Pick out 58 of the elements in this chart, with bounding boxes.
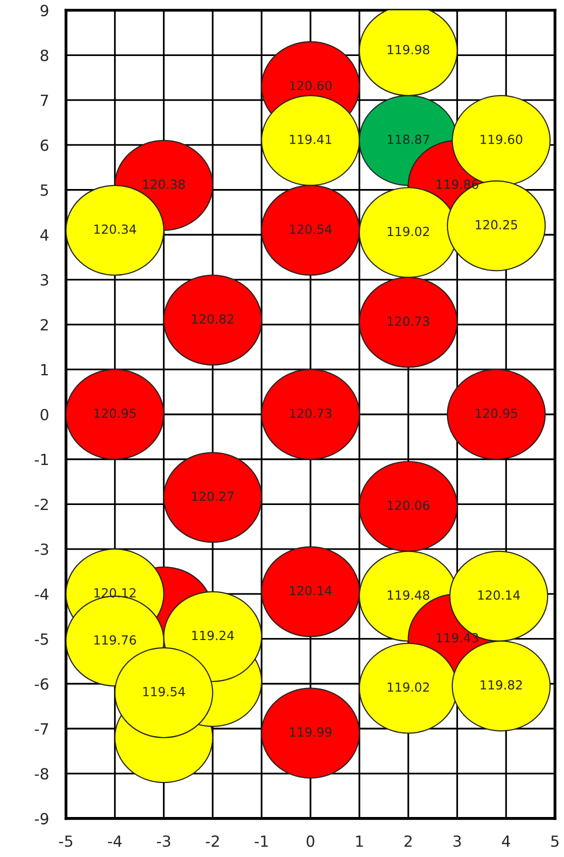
y-tick-label: 2 <box>40 319 48 330</box>
y-tick-label: 0 <box>40 408 48 420</box>
annotation: 119.86 <box>436 180 478 190</box>
y-tick-label: 4 <box>40 229 48 241</box>
y-tick-label: 8 <box>40 50 48 62</box>
annotation: 119.76 <box>94 635 136 645</box>
x-tick-label: -1 <box>254 836 268 847</box>
annotation: 119.99 <box>290 727 332 737</box>
annotation: 120.06 <box>388 500 430 510</box>
y-tick-label: -4 <box>34 588 48 600</box>
y-tick-label: -9 <box>34 812 48 824</box>
x-tick-label: 4 <box>502 836 510 847</box>
y-tick-label: 9 <box>40 4 48 16</box>
y-tick-label: -2 <box>34 498 48 510</box>
y-tick-label: 1 <box>41 364 48 376</box>
annotation: 119.54 <box>143 686 185 696</box>
y-tick-label: -7 <box>34 723 48 734</box>
x-tick-label: -5 <box>59 836 72 847</box>
y-tick-label: -3 <box>34 544 48 556</box>
annotation: 119.24 <box>192 630 234 640</box>
x-tick-label: 3 <box>453 835 461 847</box>
y-tick-label: 7 <box>40 94 48 106</box>
annotation: 119.60 <box>480 134 522 144</box>
annotation: 120.73 <box>388 316 430 326</box>
annotation: 120.25 <box>476 220 518 230</box>
annotation: 120.95 <box>476 408 518 418</box>
x-tick-label: -4 <box>108 836 122 847</box>
annotation: 120.95 <box>94 408 136 418</box>
annotation: 119.02 <box>388 226 429 236</box>
annotation: 119.41 <box>290 134 332 144</box>
x-tick-label: 1 <box>356 836 363 847</box>
y-tick-label: -1 <box>34 454 48 466</box>
y-tick-label: -5 <box>34 634 48 645</box>
annotation: 119.82 <box>480 680 522 690</box>
annotation: 120.14 <box>290 586 332 596</box>
y-tick-label: 6 <box>40 139 48 151</box>
annotation: 120.60 <box>290 80 332 90</box>
y-tick-label: -8 <box>34 768 48 780</box>
annotation: 120.27 <box>192 492 234 502</box>
annotation: 119.02 <box>388 682 429 692</box>
annotation: 120.82 <box>192 314 234 324</box>
annotation: 119.48 <box>388 590 430 600</box>
y-tick-label: 5 <box>40 184 48 196</box>
annotation: 120.14 <box>478 590 520 600</box>
annotation: 120.34 <box>94 224 136 234</box>
y-tick-label: 3 <box>40 274 48 286</box>
annotation: 120.73 <box>290 408 332 418</box>
x-tick-label: -2 <box>206 835 219 847</box>
x-tick-label: 5 <box>551 836 558 847</box>
x-tick-label: -3 <box>156 835 170 847</box>
annotation: 120.38 <box>143 180 185 190</box>
annotation: 119.43 <box>436 633 478 642</box>
y-tick-label: -6 <box>34 678 48 690</box>
annotation: 118.87 <box>388 134 430 144</box>
annotation: 119.98 <box>388 44 430 54</box>
x-tick-label: 2 <box>404 835 412 847</box>
annotation: 120.54 <box>290 224 332 234</box>
x-tick-label: 0 <box>306 835 314 847</box>
